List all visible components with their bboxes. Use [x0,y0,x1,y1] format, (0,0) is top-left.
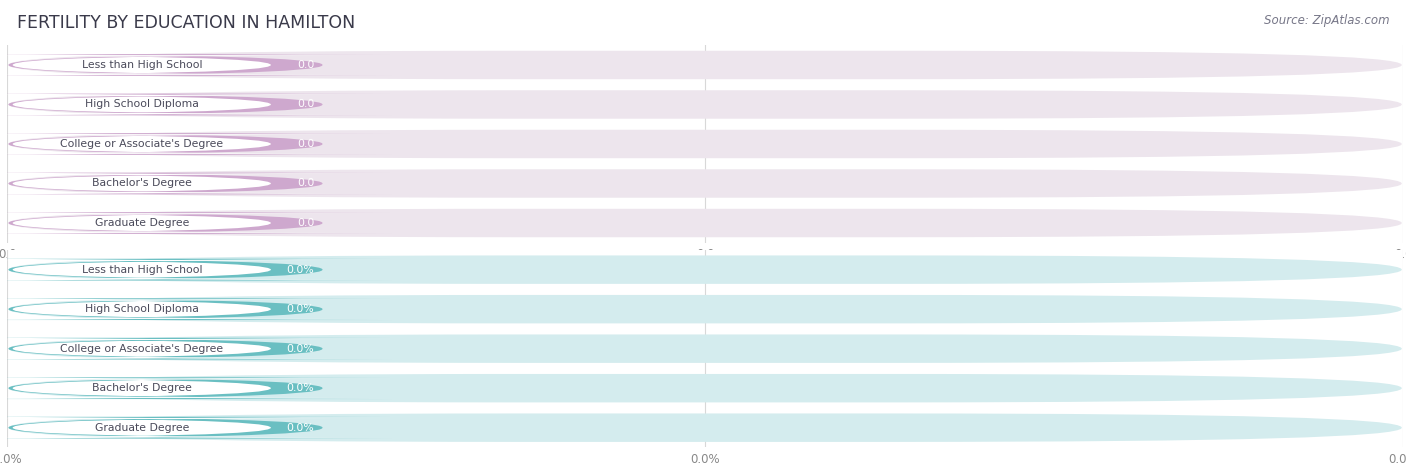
FancyBboxPatch shape [0,298,392,320]
FancyBboxPatch shape [0,299,354,319]
Text: 0.0%: 0.0% [287,383,314,393]
FancyBboxPatch shape [8,130,1402,158]
FancyBboxPatch shape [0,134,354,154]
Text: 0.0%: 0.0% [287,344,314,354]
Text: Graduate Degree: Graduate Degree [94,423,188,433]
Text: 0.0%: 0.0% [287,423,314,433]
FancyBboxPatch shape [8,256,1402,284]
FancyBboxPatch shape [0,377,392,399]
FancyBboxPatch shape [0,54,392,76]
FancyBboxPatch shape [8,51,1402,79]
Text: FERTILITY BY EDUCATION IN HAMILTON: FERTILITY BY EDUCATION IN HAMILTON [17,14,356,32]
Text: 0.0%: 0.0% [287,304,314,314]
Text: High School Diploma: High School Diploma [84,99,198,109]
FancyBboxPatch shape [0,55,354,75]
Text: 0.0%: 0.0% [287,265,314,275]
FancyBboxPatch shape [0,212,392,234]
FancyBboxPatch shape [0,94,392,115]
FancyBboxPatch shape [0,418,354,437]
FancyBboxPatch shape [8,295,1402,323]
Text: 0.0: 0.0 [297,139,314,149]
FancyBboxPatch shape [0,95,354,114]
Text: 0.0: 0.0 [297,178,314,188]
FancyBboxPatch shape [0,133,392,155]
Text: Bachelor's Degree: Bachelor's Degree [91,178,191,188]
FancyBboxPatch shape [0,260,354,279]
FancyBboxPatch shape [0,173,392,194]
Text: 0.0: 0.0 [297,99,314,109]
FancyBboxPatch shape [8,90,1402,119]
Text: Source: ZipAtlas.com: Source: ZipAtlas.com [1264,14,1389,27]
Text: Bachelor's Degree: Bachelor's Degree [91,383,191,393]
Text: Less than High School: Less than High School [82,60,202,70]
FancyBboxPatch shape [8,335,1402,363]
FancyBboxPatch shape [0,338,392,359]
FancyBboxPatch shape [8,414,1402,442]
Text: College or Associate's Degree: College or Associate's Degree [60,139,224,149]
Text: Less than High School: Less than High School [82,265,202,275]
FancyBboxPatch shape [0,213,354,233]
FancyBboxPatch shape [8,374,1402,402]
FancyBboxPatch shape [0,259,392,280]
Text: 0.0: 0.0 [297,218,314,228]
Text: 0.0: 0.0 [297,60,314,70]
FancyBboxPatch shape [0,339,354,358]
Text: High School Diploma: High School Diploma [84,304,198,314]
FancyBboxPatch shape [0,174,354,193]
FancyBboxPatch shape [8,209,1402,237]
FancyBboxPatch shape [0,378,354,398]
FancyBboxPatch shape [0,417,392,438]
FancyBboxPatch shape [8,169,1402,198]
Text: College or Associate's Degree: College or Associate's Degree [60,344,224,354]
Text: Graduate Degree: Graduate Degree [94,218,188,228]
